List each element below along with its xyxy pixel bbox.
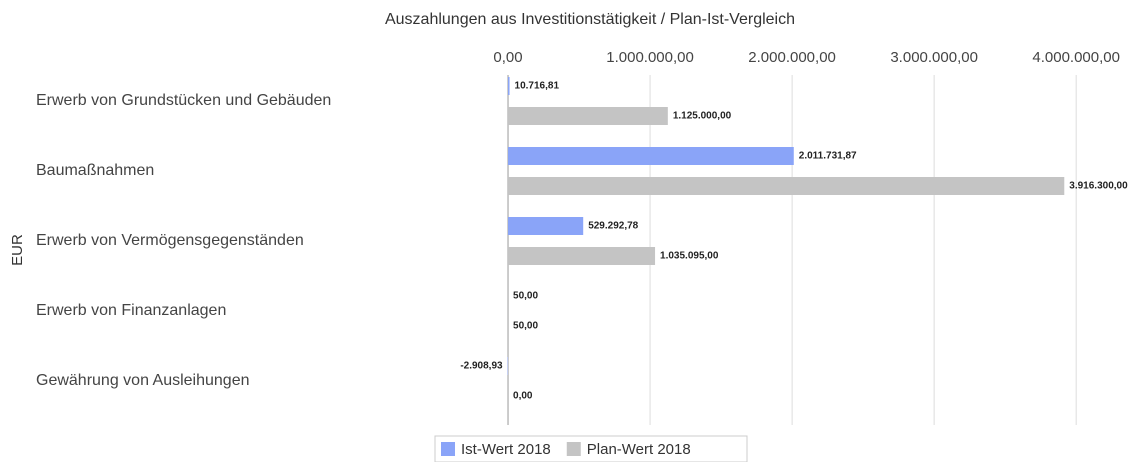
legend-box: [434, 435, 748, 462]
value-label: 1.125.000,00: [673, 111, 732, 122]
value-label: 1.035.095,00: [660, 251, 719, 262]
value-label: 0,00: [513, 391, 533, 402]
x-tick-label: 3.000.000,00: [890, 49, 978, 66]
value-label: 529.292,78: [588, 221, 638, 232]
value-label: 50,00: [513, 291, 538, 302]
category-label: Erwerb von Vermögensgegenständen: [36, 232, 304, 249]
legend-swatch: [441, 442, 455, 456]
value-label: 50,00: [513, 321, 538, 332]
category-label: Gewährung von Ausleihungen: [36, 372, 250, 389]
x-tick-label: 0,00: [493, 49, 522, 66]
value-label: -2.908,93: [460, 361, 503, 372]
category-label: Erwerb von Finanzanlagen: [36, 302, 226, 319]
value-label: 10.716,81: [515, 81, 560, 92]
legend-label: Ist-Wert 2018: [461, 441, 551, 458]
x-tick-label: 2.000.000,00: [748, 49, 836, 66]
legend-label: Plan-Wert 2018: [587, 441, 691, 458]
bar: [508, 177, 1065, 195]
bar: [508, 107, 668, 125]
chart-title: Auszahlungen aus Investitionstätigkeit /…: [385, 11, 795, 28]
bar: [508, 217, 584, 235]
value-label: 3.916.300,00: [1069, 181, 1128, 192]
category-label: Baumaßnahmen: [36, 162, 154, 179]
bar: [508, 77, 510, 95]
bar: [508, 247, 656, 265]
x-tick-label: 4.000.000,00: [1032, 49, 1120, 66]
value-label: 2.011.731,87: [799, 151, 857, 162]
x-tick-label: 1.000.000,00: [606, 49, 694, 66]
axis-label: EUR: [9, 234, 26, 266]
bar: [508, 147, 794, 165]
legend-swatch: [566, 442, 581, 456]
category-label: Erwerb von Grundstücken und Gebäuden: [36, 92, 331, 109]
